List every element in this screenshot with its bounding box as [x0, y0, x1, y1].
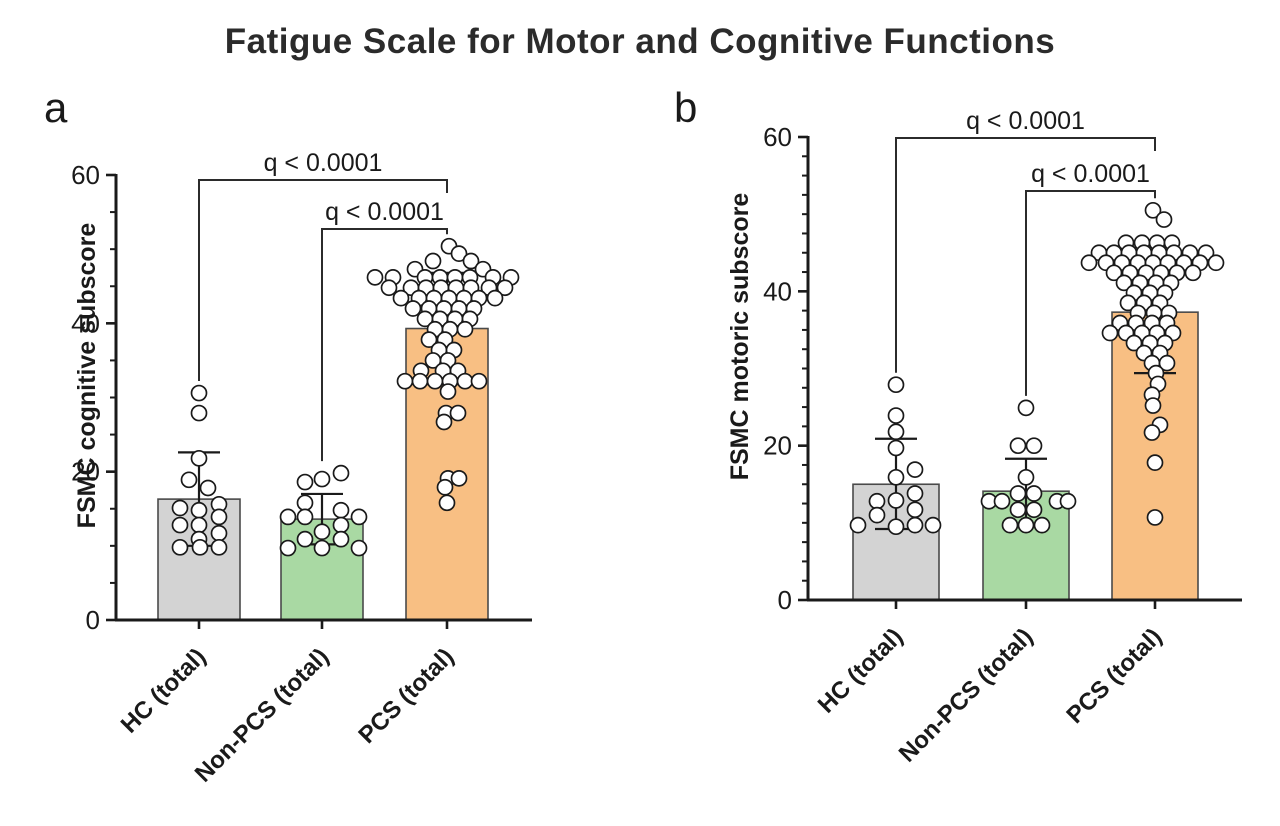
- dots-b-2: [1080, 201, 1225, 526]
- panel-b: b 0 20 40 60 HC (total)Non-PCS (total) PCS (to…: [674, 84, 1242, 768]
- ytick-label-a-20: 20: [71, 457, 100, 487]
- dots-a-1: [279, 464, 368, 557]
- dots-b-0: [849, 376, 942, 536]
- dots-a-2: [366, 237, 520, 512]
- sig-bracket-b-1: [1025, 190, 1156, 396]
- xtick-label-a-1: Non-PCS (total): [190, 643, 334, 787]
- dots-a-0: [171, 384, 228, 556]
- xtick-label-a-0: HC (total): [116, 643, 211, 738]
- xtick-label-b-1: Non-PCS (total): [894, 623, 1038, 767]
- xtick-label-a-2: PCS (total): [353, 643, 459, 749]
- ylabel-a: FSMC cognitive subscore: [73, 223, 101, 529]
- ytick-label-b-0: 0: [778, 585, 792, 615]
- sig-label-b-1: q < 0.0001: [1031, 160, 1150, 188]
- ytick-label-a-0: 0: [86, 605, 100, 635]
- panel-a: a 0 20 40 60 HC (total)Non-PCS (total) PCS (to…: [44, 84, 532, 788]
- ytick-label-b-40: 40: [763, 276, 792, 306]
- panel-a-letter: a: [44, 84, 68, 131]
- ytick-label-a-40: 40: [71, 308, 100, 338]
- sig-bracket-a-0: [198, 179, 448, 382]
- figure-title: Fatigue Scale for Motor and Cognitive Fu…: [224, 22, 1056, 61]
- sig-bracket-a-1: [321, 228, 448, 462]
- ytick-label-b-60: 60: [763, 122, 792, 152]
- ytick-label-b-20: 20: [763, 431, 792, 461]
- sig-label-b-0: q < 0.0001: [966, 107, 1085, 135]
- ylabel-b: FSMC motoric subscore: [726, 193, 754, 481]
- xtick-label-b-2: PCS (total): [1061, 623, 1167, 729]
- panel-b-letter: b: [674, 84, 697, 131]
- ytick-label-a-60: 60: [71, 160, 100, 190]
- sig-bracket-b-0: [895, 137, 1156, 373]
- dots-b-1: [980, 399, 1077, 534]
- xtick-label-b-0: HC (total): [813, 623, 908, 718]
- sig-label-a-1: q < 0.0001: [325, 198, 444, 226]
- sig-label-a-0: q < 0.0001: [264, 149, 383, 177]
